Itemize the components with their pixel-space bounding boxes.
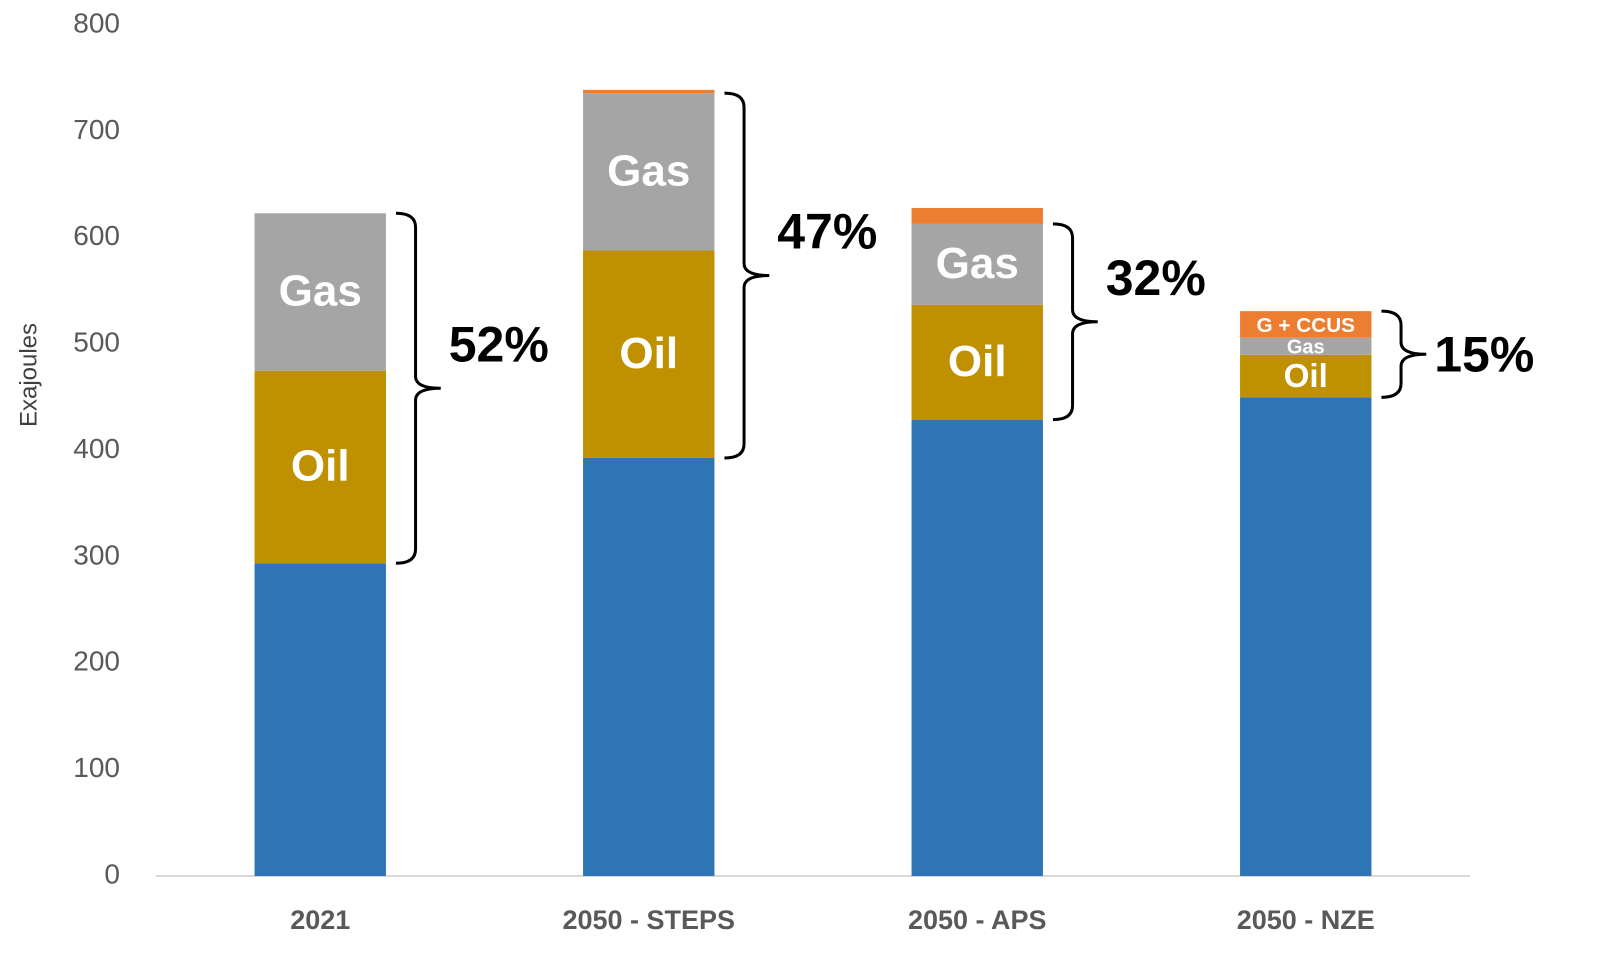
x-tick-label: 2050 - NZE bbox=[1237, 905, 1375, 935]
x-tick-label: 2050 - APS bbox=[908, 905, 1047, 935]
bar-segment bbox=[1240, 354, 1372, 398]
segment-label: G + CCUS bbox=[1256, 314, 1355, 337]
bar-segment bbox=[911, 419, 1043, 876]
bar-segment bbox=[254, 370, 386, 564]
bar-segment bbox=[1240, 397, 1372, 876]
segment-label: Oil bbox=[619, 329, 678, 378]
y-tick-label: 600 bbox=[73, 220, 120, 251]
bracket bbox=[1381, 309, 1427, 399]
annotation: 32% bbox=[1106, 250, 1206, 306]
bar-segment bbox=[911, 223, 1043, 305]
y-axis-label: Exajoules bbox=[15, 323, 42, 427]
segment-label: Oil bbox=[291, 442, 350, 491]
bracket bbox=[724, 91, 770, 460]
segment-label: Gas bbox=[279, 267, 362, 316]
y-tick-label: 200 bbox=[73, 646, 120, 677]
y-tick-label: 700 bbox=[73, 114, 120, 145]
segment-label: Oil bbox=[948, 337, 1007, 386]
segment-label: Oil bbox=[1284, 358, 1328, 395]
segment-label: Gas bbox=[936, 239, 1019, 288]
y-tick-label: 100 bbox=[73, 752, 120, 783]
bracket bbox=[395, 211, 441, 565]
bracket bbox=[1052, 222, 1098, 422]
bar-segment bbox=[911, 304, 1043, 420]
segment-label: Gas bbox=[607, 146, 690, 195]
segment-label: Gas bbox=[1287, 337, 1325, 359]
annotation: 15% bbox=[1434, 326, 1534, 382]
x-tick-label: 2050 - STEPS bbox=[562, 905, 735, 935]
y-tick-label: 300 bbox=[73, 539, 120, 570]
bar-segment bbox=[583, 89, 715, 94]
bar-segment bbox=[583, 250, 715, 458]
y-tick-label: 500 bbox=[73, 327, 120, 358]
bar-segment bbox=[254, 563, 386, 876]
bar-segment bbox=[254, 213, 386, 371]
bar-segment bbox=[1240, 311, 1372, 338]
bar-segment bbox=[1240, 337, 1372, 355]
bar-segment bbox=[583, 93, 715, 251]
y-tick-label: 0 bbox=[104, 858, 120, 889]
annotation: 47% bbox=[777, 204, 877, 260]
bar-segment bbox=[911, 207, 1043, 224]
bar-segment bbox=[583, 457, 715, 876]
annotation: 52% bbox=[449, 316, 549, 372]
x-tick-label: 2021 bbox=[290, 905, 350, 935]
y-tick-label: 800 bbox=[73, 7, 120, 38]
y-tick-label: 400 bbox=[73, 433, 120, 464]
